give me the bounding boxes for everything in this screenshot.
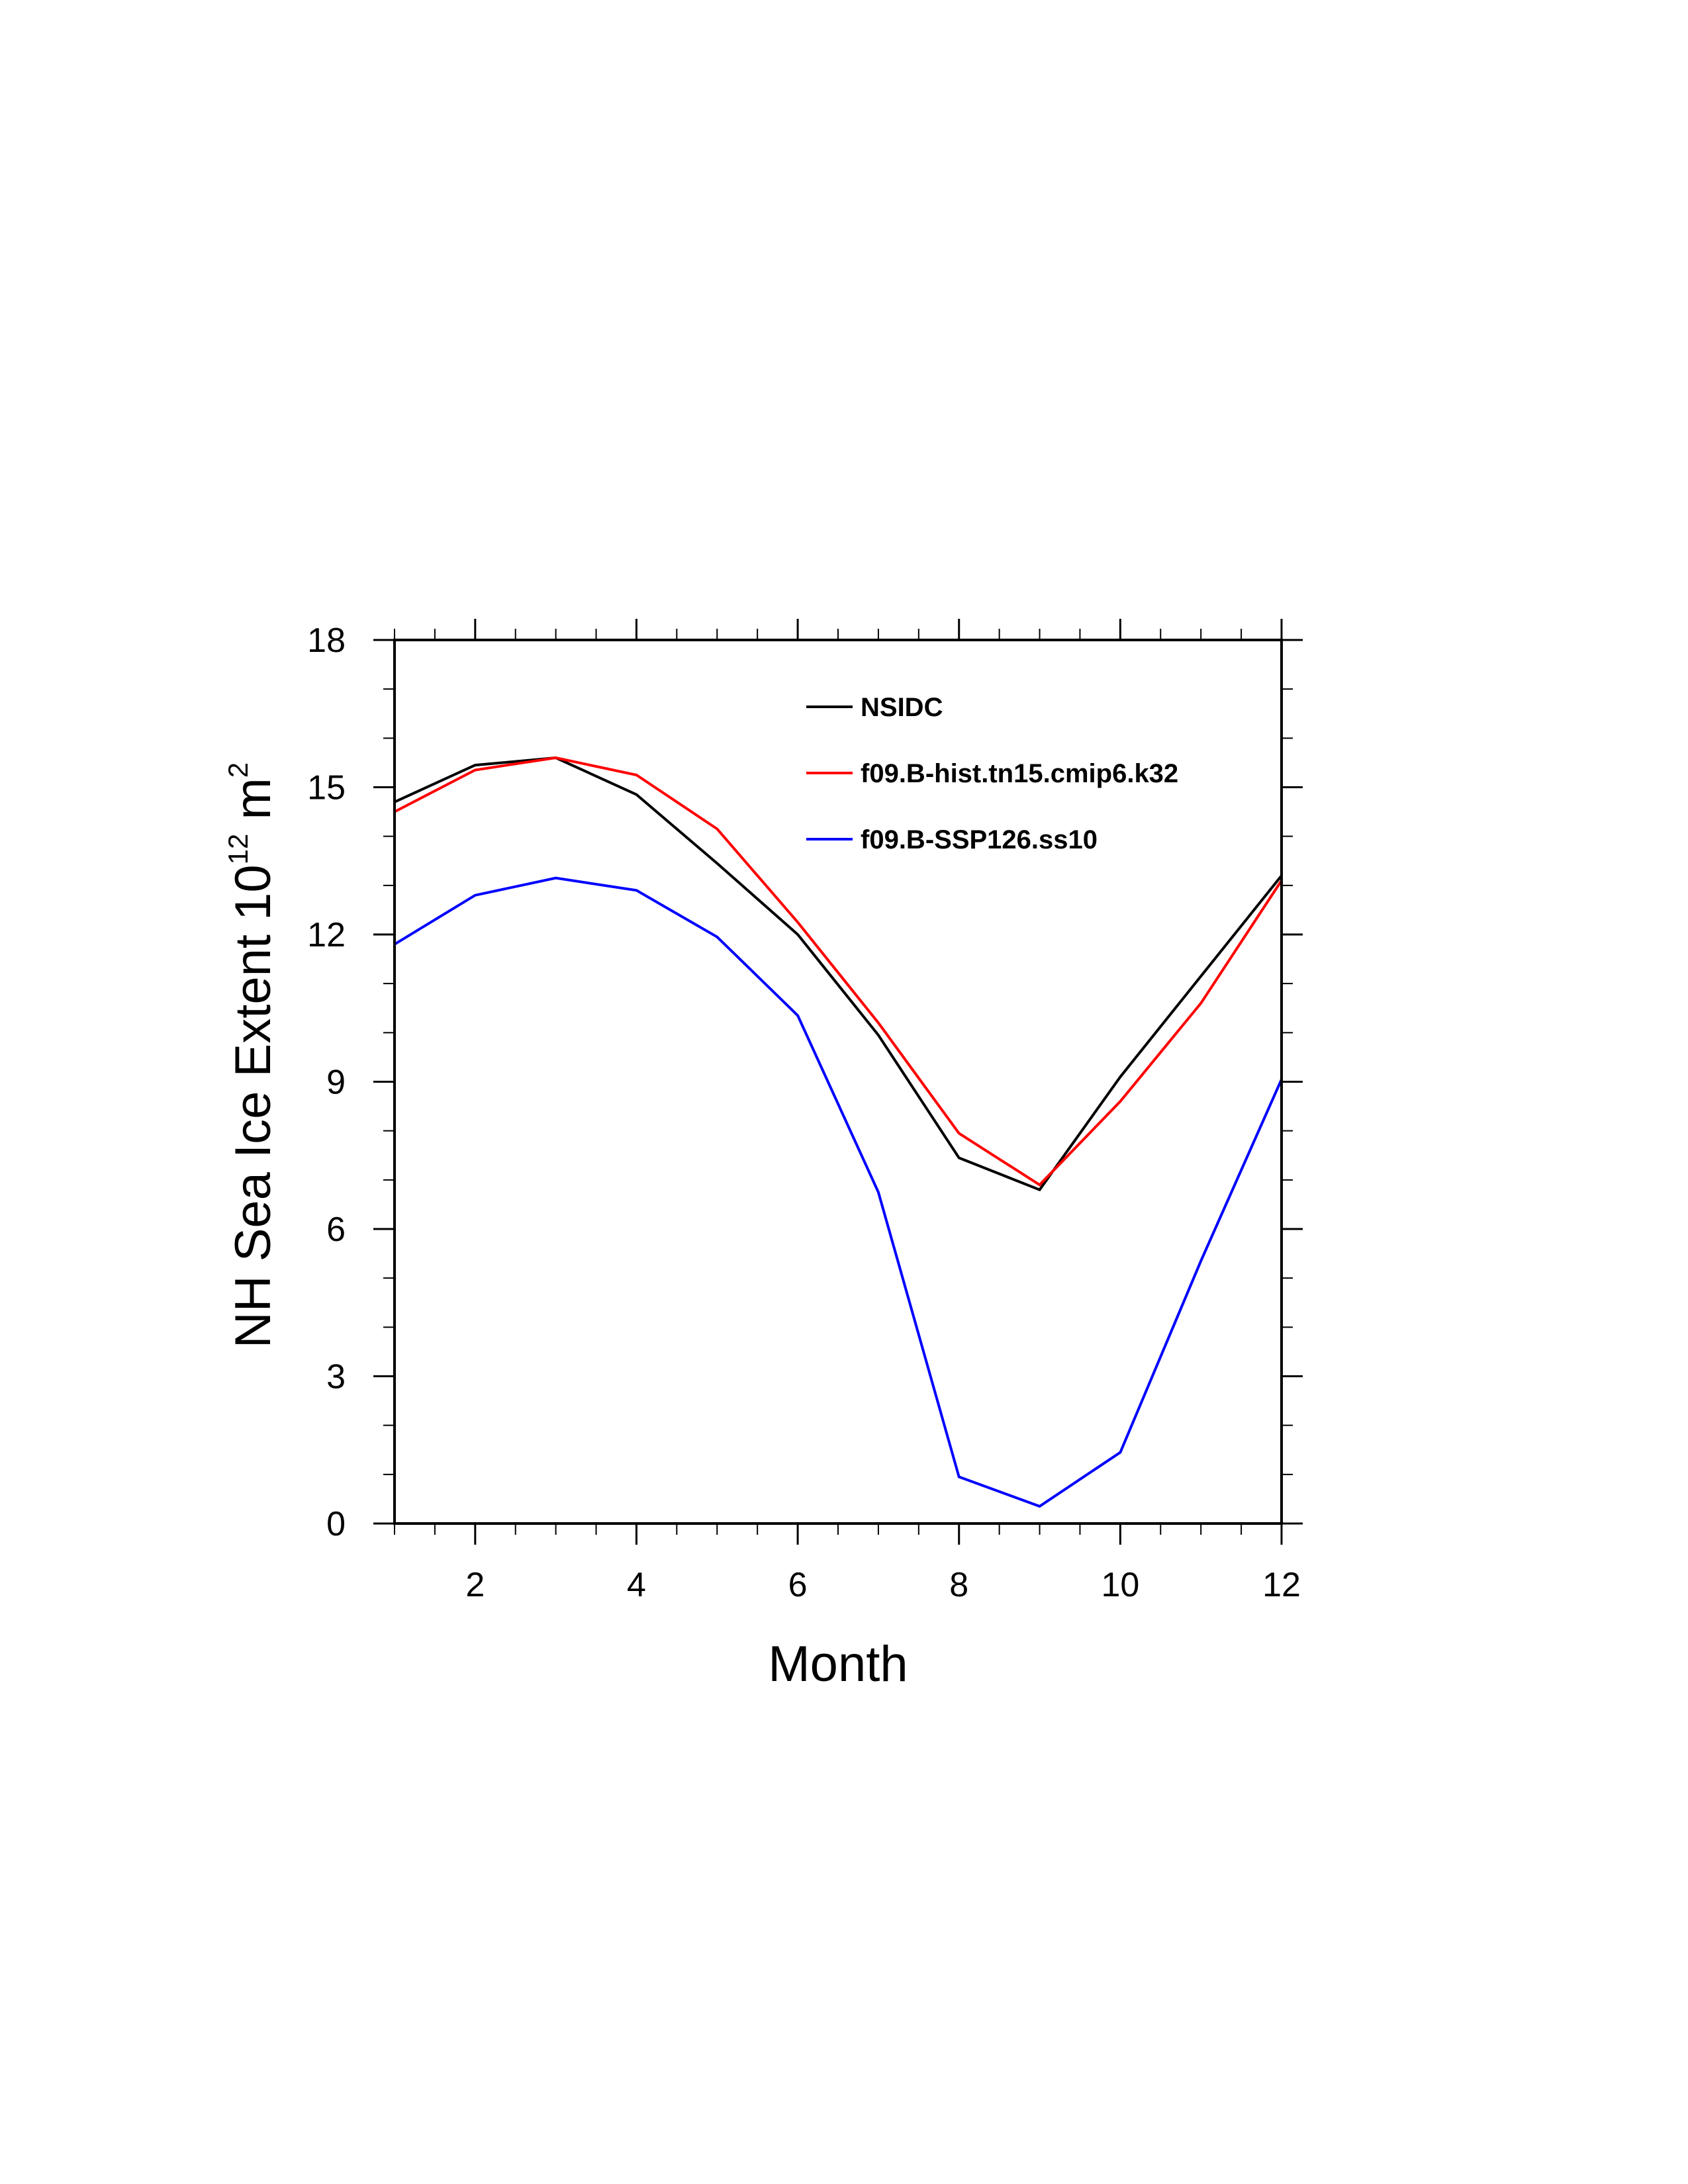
series-line-2 — [393, 876, 1283, 1508]
y-tick-label: 9 — [326, 1064, 346, 1102]
x-tick-label: 10 — [1101, 1566, 1139, 1604]
x-tick-label: 12 — [1262, 1566, 1301, 1604]
x-tick-label: 4 — [627, 1566, 646, 1604]
x-axis-label: Month — [768, 1636, 908, 1692]
y-tick-label: 6 — [326, 1210, 346, 1249]
ticks — [373, 619, 1303, 1545]
series-lines — [393, 756, 1283, 1508]
y-axis-label-unit-exp: 2 — [222, 762, 254, 778]
y-axis-label-unit: m — [225, 778, 281, 833]
y-tick-label: 15 — [307, 769, 346, 807]
legend-label-nsidc: NSIDC — [861, 693, 943, 722]
legend: NSIDC f09.B-hist.tn15.cmip6.k32 f09.B-SS… — [806, 693, 1178, 854]
x-tick-label: 8 — [949, 1566, 968, 1604]
y-axis-label-exp: 12 — [222, 834, 254, 865]
y-axis-label: NH Sea Ice Extent 1012 m2 — [222, 762, 281, 1348]
y-tick-label: 18 — [307, 621, 346, 660]
y-axis-label-main: NH Sea Ice Extent 10 — [225, 864, 281, 1348]
tick-labels: 2 4 6 8 10 12 0 3 6 9 12 15 18 — [307, 621, 1301, 1604]
legend-label-ssp126: f09.B-SSP126.ss10 — [861, 825, 1098, 854]
x-tick-label: 2 — [465, 1566, 485, 1604]
plot-frame — [393, 639, 1283, 1525]
y-tick-label: 3 — [326, 1358, 346, 1396]
y-tick-label: 12 — [307, 916, 346, 954]
legend-label-hist: f09.B-hist.tn15.cmip6.k32 — [861, 759, 1178, 788]
series-line-1 — [394, 756, 1283, 1187]
x-tick-label: 6 — [788, 1566, 808, 1604]
y-tick-label: 0 — [326, 1505, 346, 1543]
